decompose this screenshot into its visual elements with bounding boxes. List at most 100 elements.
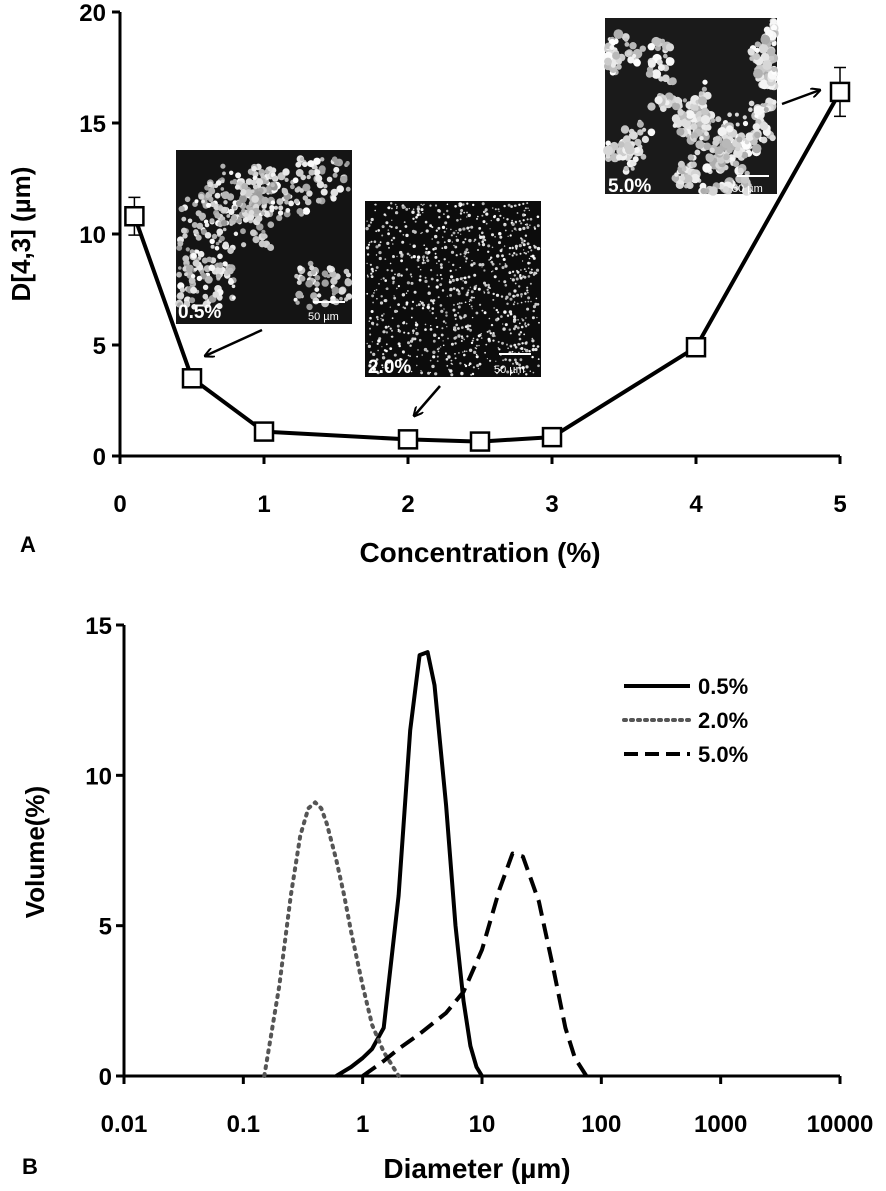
inset-droplet	[421, 354, 424, 356]
inset-droplet	[188, 277, 196, 284]
inset-droplet	[201, 199, 206, 204]
inset-droplet	[527, 261, 530, 265]
inset-droplet	[396, 211, 399, 214]
inset-droplet	[511, 246, 514, 250]
inset-droplet	[467, 251, 470, 254]
inset-droplet	[472, 203, 475, 207]
inset-droplet	[284, 199, 289, 205]
inset-aggregate	[647, 43, 655, 51]
inset-droplet	[453, 336, 457, 340]
inset-aggregate	[660, 38, 666, 44]
inset-aggregate	[682, 98, 688, 103]
legend-label-2-0-percent: 2.0%	[698, 708, 748, 733]
inset-droplet	[432, 302, 435, 305]
inset-droplet	[390, 202, 393, 205]
inset-aggregate	[640, 153, 647, 160]
inset-droplet	[381, 225, 385, 229]
inset-droplet	[495, 293, 500, 297]
inset-droplet	[427, 250, 431, 254]
inset-droplet	[492, 292, 495, 296]
inset-droplet	[445, 322, 447, 324]
inset-droplet	[446, 203, 449, 206]
inset-droplet	[371, 294, 374, 298]
panel-a-x-tick-label: 5	[833, 491, 846, 518]
inset-droplet	[481, 235, 486, 239]
inset-droplet	[329, 268, 334, 273]
inset-droplet	[230, 214, 238, 221]
inset-aggregate	[647, 102, 656, 111]
inset-droplet	[409, 339, 414, 343]
inset-droplet	[397, 328, 400, 331]
inset-droplet	[457, 232, 459, 234]
inset-droplet	[189, 297, 196, 304]
inset-droplet	[513, 343, 517, 347]
inset-droplet	[504, 358, 507, 361]
inset-droplet	[194, 199, 199, 204]
inset-droplet	[177, 240, 184, 247]
inset-droplet	[391, 219, 393, 221]
inset-droplet	[529, 262, 531, 264]
panel-b-x-tick-label: 10000	[807, 1111, 874, 1138]
inset-droplet	[392, 243, 394, 245]
inset-droplet	[469, 286, 472, 288]
inset-droplet	[376, 297, 378, 300]
inset-droplet	[464, 238, 467, 241]
inset-droplet	[424, 220, 428, 224]
inset-droplet	[493, 275, 497, 279]
inset-droplet	[456, 219, 459, 222]
inset-droplet	[417, 303, 421, 306]
inset-droplet	[207, 181, 214, 188]
inset-droplet	[405, 292, 408, 294]
inset-droplet	[244, 189, 253, 197]
inset-droplet	[465, 251, 468, 254]
inset-droplet	[463, 314, 467, 318]
inset-droplet	[507, 235, 509, 237]
inset-droplet	[270, 183, 275, 188]
inset-droplet	[439, 283, 443, 286]
inset-droplet	[336, 185, 345, 193]
inset-droplet	[401, 205, 406, 209]
inset-droplet	[400, 259, 403, 263]
inset-aggregate	[664, 100, 670, 106]
inset-droplet	[398, 344, 401, 348]
inset-droplet	[416, 364, 418, 367]
inset-droplet	[377, 349, 379, 352]
inset-droplet	[212, 291, 219, 298]
inset-droplet	[208, 264, 216, 272]
inset-droplet	[458, 202, 462, 206]
inset-droplet	[445, 314, 448, 317]
inset-droplet	[424, 276, 427, 279]
inset-aggregate	[654, 96, 663, 105]
inset-droplet	[445, 358, 449, 361]
inset-droplet	[455, 238, 458, 241]
inset-droplet	[400, 274, 403, 277]
inset-droplet	[466, 350, 468, 352]
inset-aggregate	[609, 45, 615, 50]
inset-droplet	[466, 335, 469, 338]
inset-droplet	[374, 209, 377, 212]
panel-a-data-point	[829, 81, 851, 103]
inset-droplet	[489, 287, 491, 289]
inset-droplet	[491, 246, 494, 249]
inset-droplet	[481, 263, 485, 267]
inset-aggregate	[604, 57, 612, 66]
inset-aggregate	[769, 134, 776, 142]
inset-droplet	[454, 357, 457, 360]
inset-droplet	[435, 317, 438, 319]
inset-droplet	[365, 226, 369, 231]
inset-droplet	[523, 239, 526, 243]
inset-droplet	[369, 221, 373, 224]
inset-droplet	[440, 333, 444, 337]
panel-a-x-label: Concentration (%)	[359, 537, 600, 568]
inset-aggregate	[770, 18, 777, 25]
inset-aggregate	[760, 34, 771, 45]
inset-droplet	[381, 356, 386, 360]
inset-droplet	[490, 256, 493, 259]
inset-droplet	[531, 348, 535, 352]
inset-droplet	[345, 186, 351, 192]
inset-droplet	[520, 238, 524, 241]
inset-droplet	[516, 326, 520, 330]
inset-droplet	[385, 221, 389, 225]
inset-droplet	[514, 368, 516, 371]
inset-droplet	[510, 369, 513, 372]
